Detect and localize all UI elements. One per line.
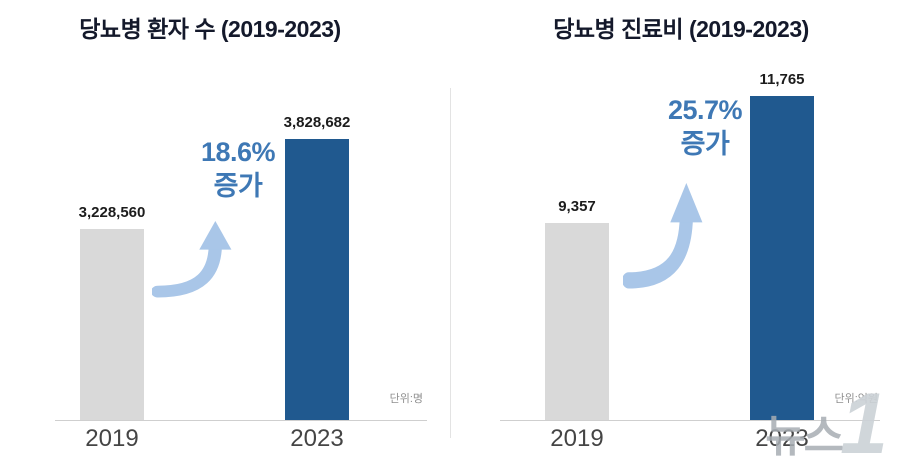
value-label-2023: 11,765 xyxy=(759,71,805,88)
increase-word: 증가 xyxy=(680,128,730,159)
increase-percent: 18.6% xyxy=(200,137,276,167)
value-label-2023: 3,828,682 xyxy=(283,114,351,131)
x-axis-line xyxy=(55,420,427,421)
bar-2023 xyxy=(750,96,814,421)
value-label-2019: 3,228,560 xyxy=(78,204,146,221)
increase-word: 증가 xyxy=(213,170,263,201)
bar-2023 xyxy=(285,139,349,421)
increase-annotation: 25.7% 증가 xyxy=(625,94,785,162)
increase-percent: 25.7% xyxy=(667,95,743,125)
x-axis-label-2019: 2019 xyxy=(85,425,139,452)
curved-up-arrow-icon xyxy=(152,221,232,298)
chart-title: 당뇨병 진료비 (2019-2023) xyxy=(553,16,809,42)
increase-annotation: 18.6% 증가 xyxy=(158,136,318,204)
chart-divider xyxy=(450,88,451,438)
x-axis-label-2019: 2019 xyxy=(550,425,604,452)
value-label-2019: 9,357 xyxy=(558,198,596,215)
x-axis-label-2023: 2023 xyxy=(290,425,344,452)
x-axis-label-2023: 2023 xyxy=(755,425,809,452)
chart-title: 당뇨병 환자 수 (2019-2023) xyxy=(79,16,341,42)
unit-label: 단위:억원 xyxy=(834,393,878,405)
chart-diabetes-cost: 당뇨병 진료비 (2019-2023) 9,357 11,765 25.7% 증… xyxy=(451,0,902,462)
unit-label: 단위:명 xyxy=(389,393,423,405)
x-axis-line xyxy=(500,420,880,421)
curved-up-arrow-icon xyxy=(623,182,703,289)
chart-diabetes-patients: 당뇨병 환자 수 (2019-2023) 3,228,560 3,828,682… xyxy=(55,16,427,452)
bar-2019 xyxy=(80,229,144,421)
bar-2019 xyxy=(545,223,609,421)
